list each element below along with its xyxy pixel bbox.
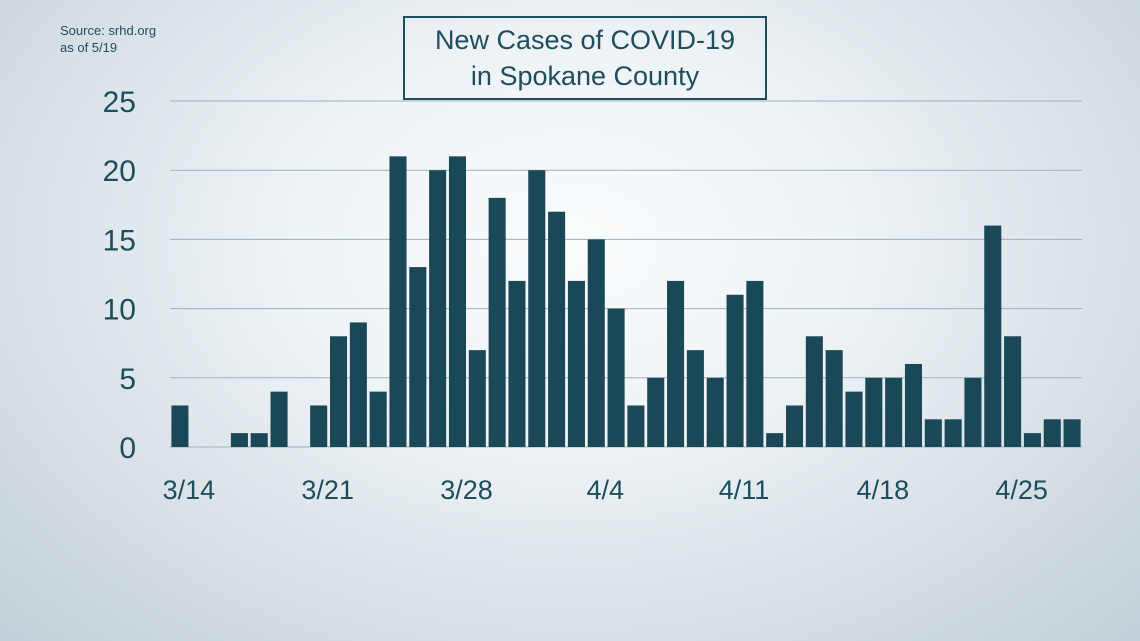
gridlines: [170, 100, 1082, 448]
chart-title: New Cases of COVID-19 in Spokane County: [403, 16, 767, 100]
as-of-line: as of 5/19: [60, 40, 118, 55]
bar-4-27: [1043, 419, 1061, 447]
bar-3-14: [171, 405, 189, 447]
bar-4-8: [667, 280, 685, 447]
bar-4-11: [726, 294, 744, 447]
bar-3-23: [349, 322, 367, 447]
chart-title-line2: in Spokane County: [470, 61, 700, 91]
bar-4-12: [746, 280, 764, 447]
bar-4-13: [766, 433, 784, 447]
bar-3-30: [488, 197, 506, 447]
bar-3-19: [270, 391, 288, 447]
bar-4-14: [786, 405, 804, 447]
bar-4-19: [885, 377, 903, 447]
x-tick-label: 4/4: [586, 475, 624, 505]
bars: [171, 156, 1081, 448]
x-tick-label: 4/25: [995, 475, 1048, 505]
bar-4-9: [686, 350, 704, 447]
bar-4-7: [647, 377, 665, 447]
y-tick-label: 5: [119, 363, 136, 396]
bar-4-17: [845, 391, 863, 447]
y-tick-label: 0: [119, 432, 136, 465]
x-tick-label: 3/28: [440, 475, 493, 505]
bar-4-4: [587, 239, 605, 447]
y-tick-label: 25: [103, 86, 136, 119]
bar-3-28: [448, 156, 466, 448]
y-tick-label: 15: [103, 224, 136, 257]
y-tick-label: 10: [103, 294, 136, 327]
bar-3-26: [409, 267, 427, 447]
bar-4-3: [567, 280, 585, 447]
bar-4-5: [607, 308, 625, 447]
bar-4-16: [825, 350, 843, 447]
y-axis: 0 5 10 15 20 25: [103, 86, 136, 465]
bar-4-24: [984, 225, 1002, 447]
bar-3-22: [330, 336, 348, 447]
bar-4-1: [528, 170, 546, 447]
bar-4-22: [944, 419, 962, 447]
bar-3-27: [429, 170, 447, 447]
bar-3-25: [389, 156, 407, 448]
bar-4-28: [1063, 419, 1081, 447]
x-tick-label: 4/18: [857, 475, 910, 505]
source-note: Source: srhd.org as of 5/19: [60, 22, 156, 56]
x-axis: 3/14 3/21 3/28 4/4 4/11 4/18 4/25: [163, 475, 1048, 505]
bar-3-29: [468, 350, 486, 447]
bar-4-25: [1004, 336, 1022, 447]
bar-4-23: [964, 377, 982, 447]
bar-4-26: [1023, 433, 1041, 447]
x-tick-label: 3/21: [301, 475, 354, 505]
bar-4-21: [924, 419, 942, 447]
bar-4-20: [904, 363, 922, 447]
bar-4-6: [627, 405, 645, 447]
y-tick-label: 20: [103, 155, 136, 188]
bar-4-18: [865, 377, 883, 447]
bar-4-2: [548, 211, 566, 447]
bar-3-17: [230, 433, 248, 447]
bar-4-15: [805, 336, 823, 447]
bar-3-24: [369, 391, 387, 447]
bar-3-21: [310, 405, 328, 447]
bar-4-10: [706, 377, 724, 447]
bar-3-18: [250, 433, 268, 447]
x-tick-label: 4/11: [719, 475, 770, 505]
source-line: Source: srhd.org: [60, 23, 157, 38]
x-tick-label: 3/14: [163, 475, 216, 505]
bar-3-31: [508, 280, 526, 447]
chart-title-line1: New Cases of COVID-19: [434, 25, 736, 55]
